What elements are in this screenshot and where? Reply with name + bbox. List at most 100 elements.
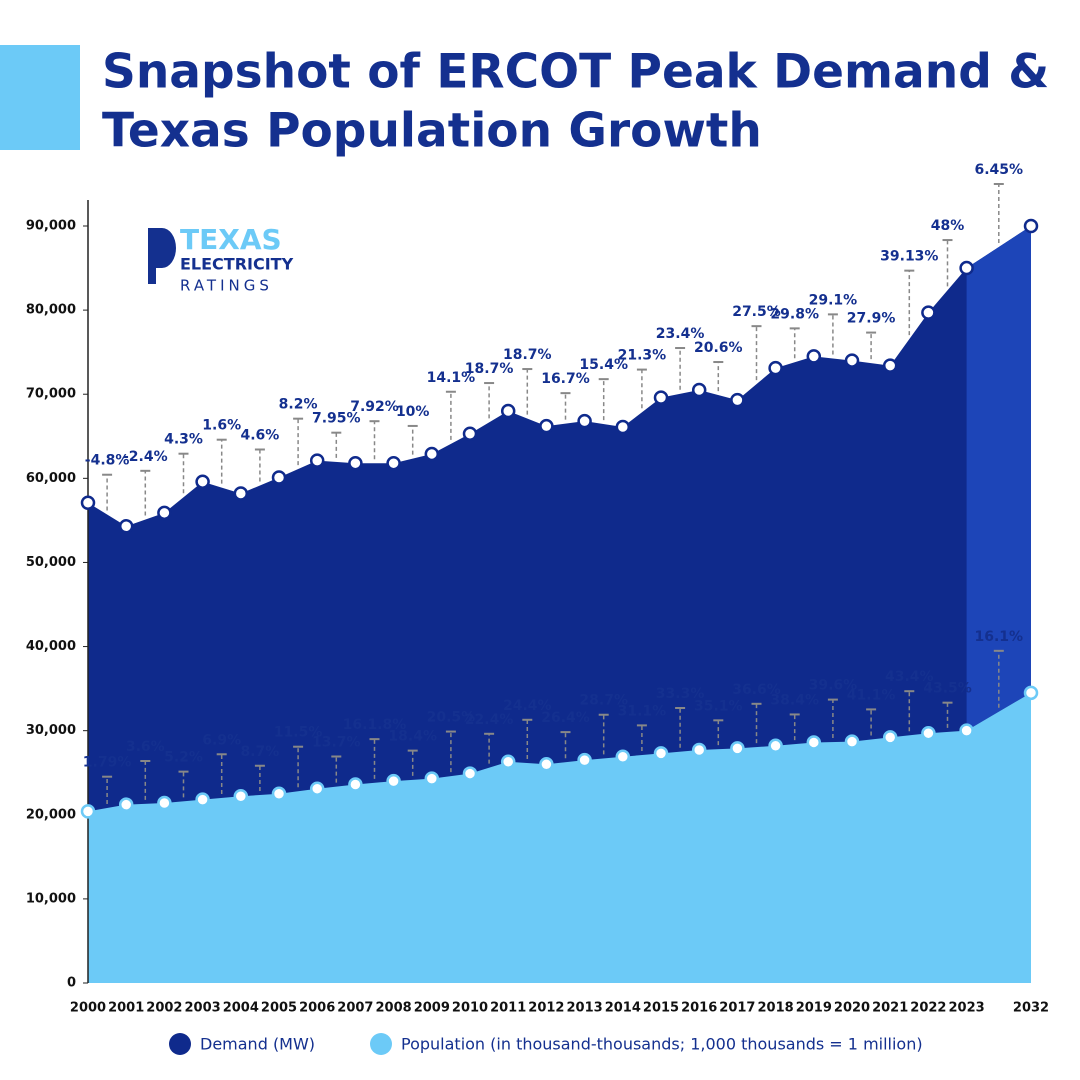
growth-label: 3.6%	[126, 739, 165, 755]
logo: TEXAS ELECTRICITY RATINGS	[148, 223, 294, 295]
growth-label: 27.9%	[847, 311, 896, 327]
growth-label: 43.4%	[885, 669, 934, 685]
marker	[577, 752, 592, 768]
marker	[424, 771, 440, 786]
growth-label: 39.13%	[880, 249, 938, 265]
x-tick-label: 2008	[376, 1001, 412, 1016]
marker	[271, 786, 287, 801]
marker	[653, 746, 669, 761]
marker	[691, 742, 707, 758]
legend-label: Demand (MW)	[200, 1035, 315, 1054]
legend-swatch	[169, 1033, 191, 1055]
marker	[195, 474, 210, 489]
growth-label: 4.3%	[164, 432, 203, 448]
marker	[768, 738, 783, 754]
y-tick-label: 30,000	[26, 723, 76, 738]
y-tick-label: 40,000	[26, 639, 76, 654]
marker	[921, 725, 936, 741]
x-tick-label: 2019	[796, 1001, 832, 1016]
marker	[921, 305, 936, 320]
y-tick-label: 10,000	[26, 891, 76, 906]
marker	[730, 392, 745, 408]
marker	[882, 358, 898, 373]
x-tick-label: 2010	[452, 1001, 488, 1016]
growth-label: 26.4%	[541, 710, 590, 726]
growth-label: 31.1%	[618, 703, 667, 719]
growth-label: 7.92%	[350, 399, 399, 415]
x-tick-label: 2009	[414, 1001, 450, 1016]
marker	[615, 749, 631, 764]
x-tick-label: 2020	[834, 1001, 870, 1016]
marker	[386, 773, 401, 789]
growth-label: 24.4%	[503, 698, 552, 714]
x-tick-label: 2016	[681, 1001, 717, 1016]
marker	[195, 792, 210, 807]
marker	[424, 446, 440, 462]
growth-label: 38.4%	[770, 692, 819, 708]
marker	[118, 519, 134, 534]
growth-label: 10%	[396, 404, 430, 420]
marker	[1023, 685, 1039, 701]
marker	[844, 353, 860, 368]
marker	[386, 455, 401, 471]
y-tick-label: 80,000	[26, 303, 76, 318]
marker	[539, 418, 554, 434]
growth-label: 16.7%	[541, 371, 590, 387]
growth-label: 39.6%	[809, 678, 858, 694]
x-tick-label: 2005	[261, 1001, 297, 1016]
x-tick-label: 2015	[643, 1001, 679, 1016]
x-tick-label: 2012	[528, 1001, 564, 1016]
marker	[653, 390, 669, 405]
x-tick-label: 2018	[758, 1001, 794, 1016]
logo-text: ELECTRICITY	[180, 255, 294, 274]
growth-label: 8.2%	[279, 397, 318, 413]
logo-text: RATINGS	[180, 277, 273, 295]
x-tick-label: 2017	[719, 1001, 755, 1016]
growth-label: 29.8%	[770, 306, 819, 322]
plot: 0 10,000 20,000 30,000 40,000 50,000 60,000 70,…	[26, 162, 1049, 1055]
growth-label: 27.5%	[732, 304, 781, 320]
marker	[615, 419, 631, 435]
x-tick-label: 2032	[1013, 1001, 1049, 1016]
marker	[157, 795, 172, 811]
accent-block	[0, 45, 80, 150]
marker	[233, 486, 249, 501]
growth-label: 18.4%	[388, 729, 437, 745]
x-tick-label: 2013	[567, 1001, 603, 1016]
marker	[500, 403, 516, 419]
x-tick-label: 2007	[337, 1001, 373, 1016]
growth-label: 35.1%	[694, 698, 743, 714]
growth-label: 29.1%	[809, 292, 858, 308]
logo-text: TEXAS	[180, 223, 282, 256]
growth-label: 18.7%	[503, 347, 552, 363]
marker	[309, 453, 325, 468]
x-tick-label: 2014	[605, 1001, 641, 1016]
y-tick-label: 20,000	[26, 807, 76, 822]
growth-label: 20.6%	[694, 340, 743, 356]
marker	[1023, 218, 1039, 234]
marker	[539, 757, 554, 772]
marker	[348, 455, 363, 471]
legend-swatch	[370, 1033, 392, 1055]
marker	[157, 505, 172, 521]
growth-label: 22.4%	[465, 712, 514, 728]
x-tick-label: 2000	[70, 1001, 106, 1016]
marker	[882, 730, 898, 745]
marker	[691, 382, 707, 398]
x-tick-label: 2023	[949, 1001, 985, 1016]
x-tick-label: 2022	[910, 1001, 946, 1016]
marker	[80, 804, 96, 819]
y-tick-label: 70,000	[26, 387, 76, 402]
marker	[462, 426, 478, 442]
marker	[806, 735, 822, 750]
growth-label: 20.5%	[427, 710, 476, 726]
marker	[577, 413, 592, 429]
growth-label: 15.4%	[579, 357, 628, 373]
forecast-shade	[966, 226, 1031, 731]
marker	[768, 360, 783, 376]
marker	[462, 766, 478, 781]
growth-label: 11.5%	[274, 725, 323, 741]
growth-label: 1.79%	[83, 755, 132, 771]
marker	[959, 260, 974, 276]
